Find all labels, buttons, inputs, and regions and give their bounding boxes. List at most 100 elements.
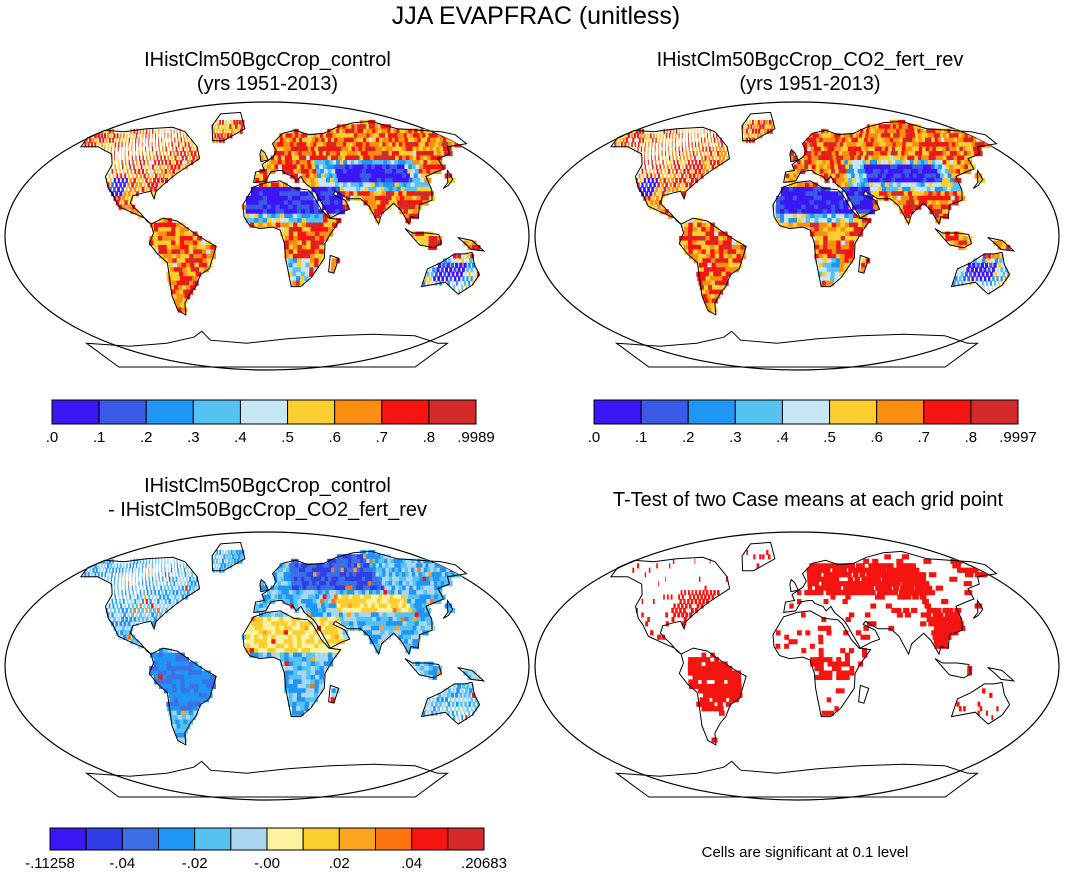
map-difference-cell (337, 567, 344, 573)
map-co2-cell (954, 186, 962, 192)
map-co2-cell (818, 267, 823, 273)
map-co2-cell (718, 236, 724, 242)
map-control-cell (326, 209, 333, 215)
map-co2-cell (823, 227, 829, 233)
map-difference-cell (283, 625, 289, 631)
map-co2-cell (709, 276, 716, 282)
map-difference-cell (459, 692, 463, 698)
map-co2-cell (835, 137, 841, 143)
map-difference-cell (121, 576, 123, 582)
map-difference-cell (337, 607, 344, 613)
map-difference-cell (288, 563, 294, 569)
map-difference-cell (202, 683, 208, 689)
map-difference-cell (171, 585, 173, 591)
map-control-cell (157, 231, 163, 237)
map-difference-cell (162, 603, 166, 609)
map-co2-cell (809, 195, 815, 201)
map-difference-cell (333, 625, 339, 631)
map-control-cell (292, 209, 298, 215)
map-control-cell (172, 280, 179, 286)
map-difference-cell (275, 652, 281, 658)
map-difference-cell (345, 607, 352, 613)
map-control-cell (107, 133, 110, 139)
map-difference-cell (118, 594, 120, 600)
map-co2-cell (696, 164, 700, 170)
map-difference-cell (398, 634, 405, 640)
map-co2-cell (830, 204, 836, 210)
map-control-cell (306, 222, 312, 228)
map-control-cell (166, 227, 172, 233)
map-difference-cell (329, 563, 335, 569)
map-control-cell (372, 186, 379, 192)
map-control-cell (305, 267, 310, 273)
map-difference-cell (369, 599, 376, 605)
map-control-cell (279, 133, 284, 139)
map-difference-cell (176, 563, 178, 569)
map-difference-cell (390, 590, 398, 596)
map-control-cell (322, 204, 328, 210)
map-difference-cell (158, 572, 160, 578)
map-co2-cell (987, 253, 991, 259)
map-co2-cell (900, 182, 907, 188)
map-control-cell (309, 267, 314, 273)
map-co2-cell (827, 213, 833, 219)
map-co2-cell (683, 155, 685, 161)
map-co2-cell (835, 262, 840, 268)
map-control-cell (217, 133, 220, 139)
map-co2-cell (831, 227, 837, 233)
map-difference-cell (323, 666, 329, 672)
map-control-cell (326, 182, 333, 188)
map-co2-cell (977, 271, 981, 277)
map-control-cell (149, 177, 152, 183)
map-control-cell (411, 169, 419, 175)
map-co2-cell (1002, 262, 1006, 268)
map-difference-cell (168, 576, 171, 582)
map-co2-cell (749, 119, 751, 125)
map-control-cell (145, 133, 147, 139)
map-control-cell (295, 186, 301, 192)
map-co2-cell (902, 204, 909, 210)
map-co2-cell (797, 200, 802, 206)
map-co2-cell (888, 169, 895, 175)
map-co2-cell (637, 182, 640, 188)
map-co2-cell (713, 271, 719, 277)
map-control-cell (274, 155, 279, 161)
map-co2-cell (850, 191, 856, 197)
map-difference-cell (198, 688, 204, 694)
map-co2-cell (918, 169, 925, 175)
map-co2-cell (899, 191, 906, 197)
map-co2-cell (845, 236, 850, 242)
map-difference-cell (286, 572, 292, 578)
map-difference-cell (370, 612, 377, 618)
map-control-cell (306, 249, 311, 255)
map-control-cell (316, 133, 322, 139)
map-co2-cell (964, 160, 973, 166)
map-co2-cell (659, 133, 661, 139)
map-control-cell (325, 195, 331, 201)
map-difference-cell (301, 652, 307, 658)
map-difference-cell (296, 634, 302, 640)
map-difference-cell (307, 590, 313, 596)
map-difference-cell (120, 630, 124, 636)
map-control-cell (292, 204, 298, 210)
map-control-cell (424, 240, 429, 246)
map-difference-cell (259, 607, 264, 613)
map-co2-cell (878, 186, 884, 192)
map-control-cell (464, 280, 467, 286)
map-co2-cell (835, 267, 840, 273)
map-difference-cell (296, 590, 301, 596)
map-co2-cell (797, 182, 802, 188)
map-difference-cell (179, 576, 181, 582)
map-co2-cell (895, 169, 902, 175)
map-control-cell (298, 151, 304, 157)
map-difference-cell (416, 616, 424, 622)
map-control-cell (122, 164, 124, 170)
map-co2-cell (822, 267, 827, 273)
map-difference-cell (376, 630, 382, 636)
map-co2-cell (885, 142, 893, 148)
map-difference-cell (162, 581, 165, 587)
map-difference-cell (128, 590, 130, 596)
map-difference-cell (153, 599, 156, 605)
map-difference-cell (335, 563, 342, 569)
map-control-cell (114, 160, 116, 166)
